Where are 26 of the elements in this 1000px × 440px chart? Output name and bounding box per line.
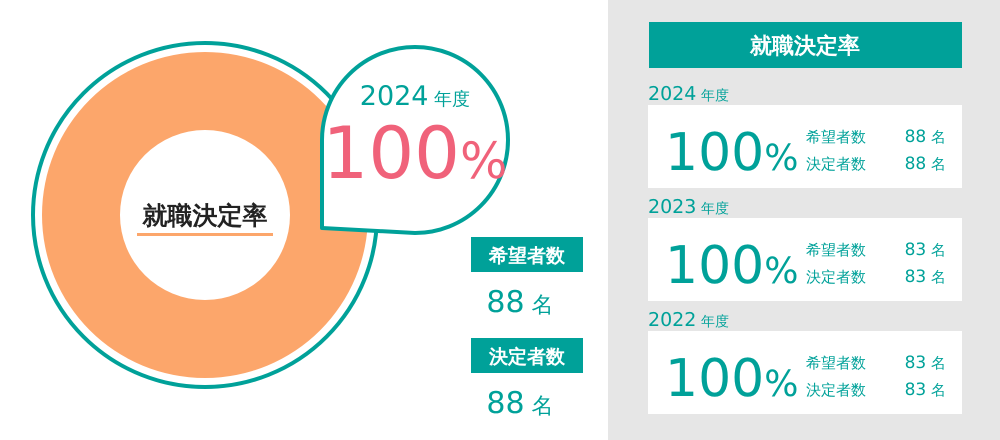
text: 88 名: [904, 127, 946, 147]
text: 83 名: [904, 240, 946, 260]
text: 希望者数: [806, 241, 866, 259]
text: 決定者数: [488, 346, 566, 368]
text: 100%: [665, 236, 798, 296]
text: 希望者数: [806, 128, 866, 146]
text: 希望者数: [488, 245, 566, 267]
text: 83 名: [904, 353, 946, 373]
text: 100%: [665, 349, 798, 409]
text: 100%: [665, 123, 798, 183]
text: 就職決定率: [142, 201, 268, 230]
text: 88 名: [486, 285, 554, 320]
text: 希望者数: [806, 354, 866, 372]
text: 2024 年度: [648, 83, 729, 105]
text: 83 名: [904, 380, 946, 400]
text: 決定者数: [806, 155, 866, 173]
text: 就職決定率: [749, 33, 860, 59]
text: 2022 年度: [648, 309, 729, 331]
text: 決定者数: [806, 381, 866, 399]
text: 決定者数: [806, 268, 866, 286]
text: 88 名: [486, 386, 554, 421]
text: 88 名: [904, 154, 946, 174]
text: 2024 年度: [360, 81, 470, 112]
text: 83 名: [904, 267, 946, 287]
data-label: 100%: [322, 111, 508, 195]
text: 2023 年度: [648, 196, 729, 218]
